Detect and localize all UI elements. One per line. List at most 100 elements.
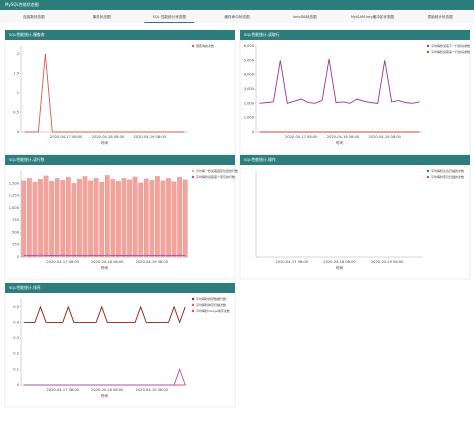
bar — [49, 181, 54, 258]
series-line — [23, 368, 186, 386]
x-axis-label: 时间 — [336, 140, 344, 145]
y-tick-label: 0.4 — [13, 320, 19, 324]
y-tick-label: 2 — [17, 52, 19, 56]
x-axis-label: 时间 — [101, 265, 109, 270]
legend-swatch[interactable] — [191, 303, 195, 307]
y-tick-label: 3,000 — [244, 87, 255, 91]
x-tick-label: 2020-04-18 08:00 — [91, 260, 124, 264]
legend-label[interactable]: 平均每秒merge排序次数 — [196, 308, 230, 313]
y-tick-label: 0.1 — [13, 367, 19, 371]
tab[interactable]: MyISAM key缓冲区状态图 — [351, 14, 395, 19]
y-tick-label: 500 — [12, 230, 20, 234]
y-tick-label: 1,500 — [9, 181, 20, 185]
legend-swatch[interactable] — [191, 297, 195, 301]
y-tick-label: 1.5 — [13, 71, 19, 75]
legend-swatch[interactable] — [426, 50, 430, 54]
legend-swatch[interactable] — [191, 169, 195, 173]
legend-label[interactable]: 平均每秒读取首个索引的行数 — [196, 174, 235, 179]
tab[interactable]: 表锁统计状态图 — [428, 14, 454, 19]
bar — [43, 175, 49, 258]
panel — [4, 282, 236, 408]
legend-swatch[interactable] — [191, 309, 195, 313]
legend-swatch[interactable] — [426, 175, 430, 179]
bar — [116, 181, 121, 258]
x-tick-label: 2020-04-17 08:00 — [50, 135, 83, 139]
tab[interactable]: 事务状态图 — [93, 14, 111, 19]
panel-header — [240, 30, 470, 40]
y-tick-label: 1,000 — [9, 206, 20, 210]
legend-swatch[interactable] — [426, 44, 430, 48]
series-line — [23, 305, 186, 324]
tab[interactable]: InnoDB状态图 — [293, 14, 317, 19]
x-tick-label: 2020-04-19 08:00 — [136, 260, 169, 264]
panel — [239, 29, 471, 155]
bar — [132, 176, 138, 258]
bar — [138, 182, 144, 258]
bar — [54, 178, 60, 258]
panel-title: SQL性能统计-读取行 — [244, 32, 280, 37]
y-tick-label: 750 — [12, 218, 20, 222]
y-tick-label: 4,000 — [244, 73, 255, 77]
y-tick-label: 250 — [12, 243, 20, 247]
x-tick-label: 2020-04-17 08:00 — [276, 260, 309, 264]
top-bar — [0, 0, 474, 10]
y-tick-label: 0 — [252, 130, 255, 134]
tab[interactable]: 连接数状态图 — [23, 14, 45, 19]
x-tick-label: 2020-04-17 08:00 — [47, 388, 80, 392]
bar — [88, 180, 93, 258]
bar — [149, 180, 155, 258]
panel-header — [5, 155, 235, 165]
series-line — [23, 254, 186, 256]
bar — [32, 182, 38, 258]
bar — [27, 178, 32, 258]
legend-label[interactable]: 平均每秒读取下一行的请求数 — [431, 43, 470, 48]
panel-header — [5, 30, 235, 40]
legend-label[interactable]: 平均每秒排序扫描次数 — [196, 302, 226, 307]
y-tick-label: 0 — [17, 255, 20, 259]
legend-label[interactable]: 慢查询的次数 — [196, 43, 214, 48]
legend-label[interactable]: 平均每秒全表扫描的次数 — [431, 168, 464, 173]
y-tick-label: 0 — [17, 130, 20, 134]
legend-swatch[interactable] — [191, 175, 195, 179]
bar — [65, 177, 71, 258]
bar — [93, 178, 99, 258]
bar — [104, 175, 110, 258]
x-axis-label: 时间 — [101, 393, 109, 398]
series-line — [24, 53, 185, 133]
bar — [160, 180, 166, 258]
bar — [182, 179, 188, 258]
bar — [143, 178, 149, 258]
y-tick-label: 0.3 — [13, 336, 19, 340]
x-tick-label: 2020-04-19 08:00 — [136, 388, 169, 392]
panel-title: SQL性能统计-操作 — [244, 157, 276, 162]
legend-label[interactable]: 平均每一秒读取固定位置的行数 — [196, 168, 238, 173]
legend-label[interactable]: 平均每秒索引扫描的次数 — [431, 174, 464, 179]
panel-title: SQL性能统计-排序 — [9, 285, 41, 290]
series-line — [259, 58, 420, 104]
bar — [155, 176, 160, 258]
legend-label[interactable]: 平均每秒排序数据行数 — [196, 296, 226, 301]
x-tick-label: 2020-04-18 08:00 — [92, 135, 125, 139]
bar — [110, 179, 116, 258]
legend-swatch[interactable] — [191, 44, 195, 48]
bar — [171, 181, 177, 258]
y-tick-label: 6,000 — [244, 44, 255, 48]
x-tick-label: 2020-04-18 08:00 — [327, 135, 360, 139]
bar — [127, 179, 132, 258]
panel — [4, 29, 236, 155]
panel-header — [240, 155, 470, 165]
panel-title: SQL性能统计-慢查询 — [9, 32, 45, 37]
legend-swatch[interactable] — [426, 169, 430, 173]
bar — [60, 180, 66, 258]
tab-bar — [0, 10, 474, 23]
y-tick-label: 5,000 — [244, 58, 255, 62]
x-tick-label: 2020-04-17 08:00 — [285, 135, 318, 139]
tab[interactable]: SQL 性能统计状态图 — [153, 14, 187, 19]
y-tick-label: 1 — [17, 91, 19, 95]
panel-title: SQL性能统计-读行数 — [9, 157, 45, 162]
tab[interactable]: 缓存命中状态图 — [224, 14, 250, 19]
panel — [239, 154, 471, 280]
legend-label[interactable]: 平均每秒读取第一行的请求数 — [431, 49, 470, 54]
